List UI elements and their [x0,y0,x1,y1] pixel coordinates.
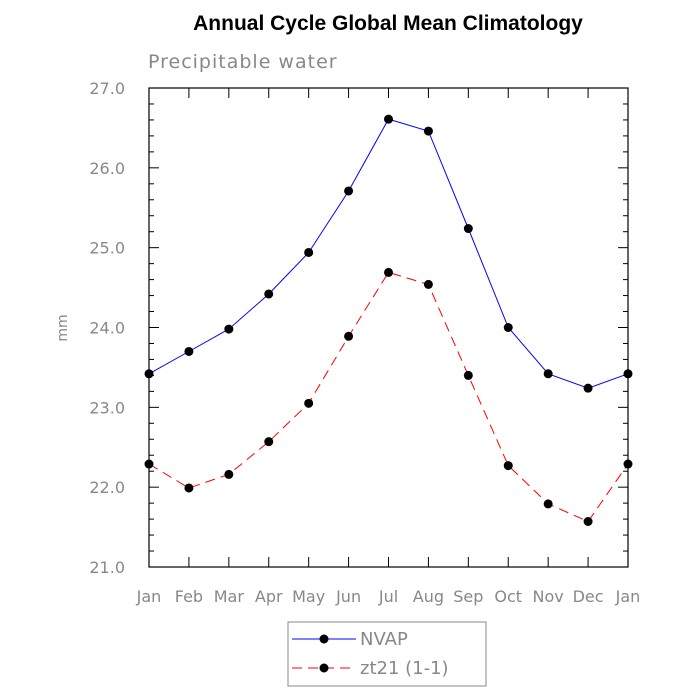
data-point-series-1 [304,398,314,408]
y-tick-label: 23.0 [89,398,125,417]
data-point-series-0 [384,114,393,124]
x-tick-label: May [292,587,325,606]
data-point-series-0 [144,369,154,379]
chart-title: Annual Cycle Global Mean Climatology [193,12,583,35]
y-tick-label: 26.0 [89,159,125,178]
series-lines [148,118,629,523]
data-point-series-1 [463,370,473,380]
data-point-series-0 [184,346,194,356]
x-tick-label: Aug [413,587,444,606]
series-line-0 [148,118,629,389]
series-markers [144,114,633,526]
data-point-series-1 [344,331,354,341]
axis-ticks [148,87,629,568]
x-tick-label: Apr [255,587,283,606]
data-point-series-0 [344,186,354,196]
data-point-series-1 [543,499,553,509]
data-point-series-0 [304,247,314,257]
data-point-series-0 [463,224,473,234]
x-tick-label: Nov [533,587,564,606]
x-tick-label: Mar [214,587,245,606]
data-point-series-1 [184,483,194,493]
data-point-series-1 [423,279,433,289]
x-tick-label: Jan [615,587,641,606]
data-point-series-1 [623,459,633,469]
y-tick-label: 25.0 [89,239,125,258]
data-point-series-0 [583,383,593,393]
data-point-series-1 [384,267,393,277]
legend-label-zt21: zt21 (1-1) [360,658,449,679]
x-tick-label: Jul [378,587,398,606]
chart-subtitle: Precipitable water [148,51,338,73]
series-line-1 [148,271,629,523]
legend-marker-zt21 [319,663,329,673]
x-tick-label: Sep [453,587,483,606]
x-tick-label: Dec [573,587,604,606]
data-point-series-0 [423,126,433,136]
data-point-series-1 [224,469,234,479]
legend-marker-nvap [319,634,329,644]
data-point-series-1 [583,516,593,526]
data-point-series-0 [264,289,274,299]
data-point-series-1 [503,461,513,471]
plot-frame [148,87,629,568]
y-tick-label: 27.0 [89,79,125,98]
x-tick-labels: Jan Feb Mar Apr May Jun Jul Aug Sep Oct Nov Dec Jan [136,587,641,606]
y-axis-label: mm [55,314,71,341]
data-point-series-0 [623,369,633,379]
y-tick-label: 21.0 [89,558,125,577]
x-tick-label: Oct [494,587,522,606]
data-point-series-1 [264,437,274,447]
y-tick-label: 22.0 [89,478,125,497]
legend-label-nvap: NVAP [360,629,408,650]
x-tick-label: Feb [175,587,203,606]
x-tick-label: Jan [136,587,162,606]
data-point-series-0 [224,324,234,334]
data-point-series-0 [503,323,513,332]
y-tick-label: 24.0 [89,319,125,338]
legend: NVAP zt21 (1-1) [287,621,487,687]
data-point-series-0 [543,369,553,379]
y-tick-labels: 21.0 22.0 23.0 24.0 25.0 26.0 27.0 [89,79,125,577]
data-point-series-1 [144,459,154,469]
x-tick-label: Jun [335,587,361,606]
legend-box [287,621,487,687]
